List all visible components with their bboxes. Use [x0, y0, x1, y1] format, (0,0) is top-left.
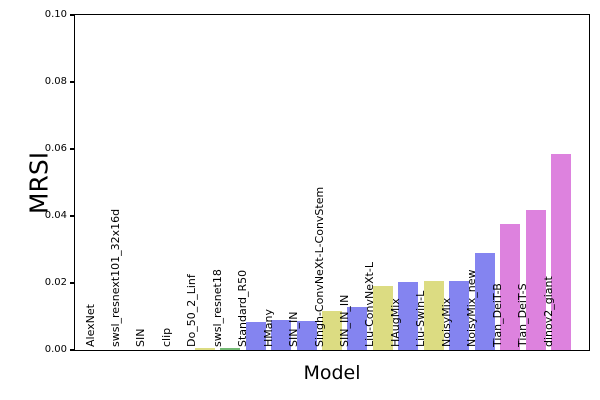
y-tick-mark [70, 282, 75, 284]
bar-SIN_IN_IN [347, 307, 368, 350]
bar-dinov2_giant [551, 154, 571, 350]
y-tick-label: 0.02 [44, 277, 67, 288]
y-tick-mark [70, 14, 75, 16]
bar-Singh-ConvNeXt-L-ConvStem [322, 311, 342, 350]
bar-label-SIN_IN_IN: SIN_IN_IN [337, 294, 351, 347]
bar-Liu-Swin-L [423, 280, 444, 350]
bar-HAugMix [398, 282, 419, 350]
y-tick-label: 0.08 [44, 76, 67, 87]
bar-Do_50_2_Linf [194, 348, 215, 350]
y-tick-mark [70, 215, 75, 217]
bar-label-NoisyMix: NoisyMix [439, 297, 453, 347]
y-tick-label: 0.06 [44, 143, 67, 154]
bar-Standard_R50 [245, 322, 266, 350]
plot-area: AlexNet swsl_resnext101_32x16d SIN clip Do_5… [73, 13, 590, 351]
bar-label-Do_50_2_Linf: Do_50_2_Linf [185, 274, 199, 347]
bar-label-HMany: HMany [261, 309, 275, 347]
bar-label-SIN_IN: SIN_IN [287, 311, 301, 347]
x-axis-title: Model [303, 362, 361, 384]
bar-HMany [271, 319, 292, 350]
bar-label-Tian_DeiT-S: Tian_DeiT-S [516, 283, 530, 347]
bar-swsl_resnet18 [220, 348, 241, 350]
y-tick-mark [70, 349, 75, 351]
y-tick-label: 0.00 [44, 344, 67, 355]
bar-label-HAugMix: HAugMix [388, 298, 402, 347]
bar-label-dinov2_giant: dinov2_giant [541, 276, 555, 347]
bar-NoisyMix_new [474, 253, 495, 350]
y-axis-title: MRSI [24, 151, 54, 215]
bar-label-Tian_DeiT-B: Tian_DeiT-B [490, 283, 504, 347]
bar-label-swsl_resnet18: swsl_resnet18 [210, 269, 224, 347]
bar-label-Standard_R50: Standard_R50 [236, 269, 250, 347]
y-tick-mark [70, 148, 75, 150]
bar-SIN_IN [296, 320, 317, 350]
bar-label-AlexNet: AlexNet [83, 304, 97, 347]
bar-label-swsl_resnext101_32x16d: swsl_resnext101_32x16d [108, 208, 122, 347]
bar-label-NoisyMix_new: NoisyMix_new [465, 269, 479, 347]
bar-label-Liu-ConvNeXt-L: Liu-ConvNeXt-L [363, 262, 377, 347]
bar-label-clip: clip [159, 327, 173, 347]
bar-Liu-ConvNeXt-L [372, 286, 393, 350]
y-tick-label: 0.04 [44, 210, 67, 221]
bar-label-Liu-Swin-L: Liu-Swin-L [414, 290, 428, 347]
bar-NoisyMix [449, 280, 470, 350]
bar-label-SIN: SIN [134, 328, 148, 347]
y-tick-mark [70, 81, 75, 83]
bar-Tian_DeiT-S [525, 210, 546, 350]
bar-label-Singh-ConvNeXt-L-ConvStem: Singh-ConvNeXt-L-ConvStem [312, 186, 326, 347]
y-tick-label: 0.10 [44, 9, 67, 20]
bar-Tian_DeiT-B [500, 224, 521, 350]
